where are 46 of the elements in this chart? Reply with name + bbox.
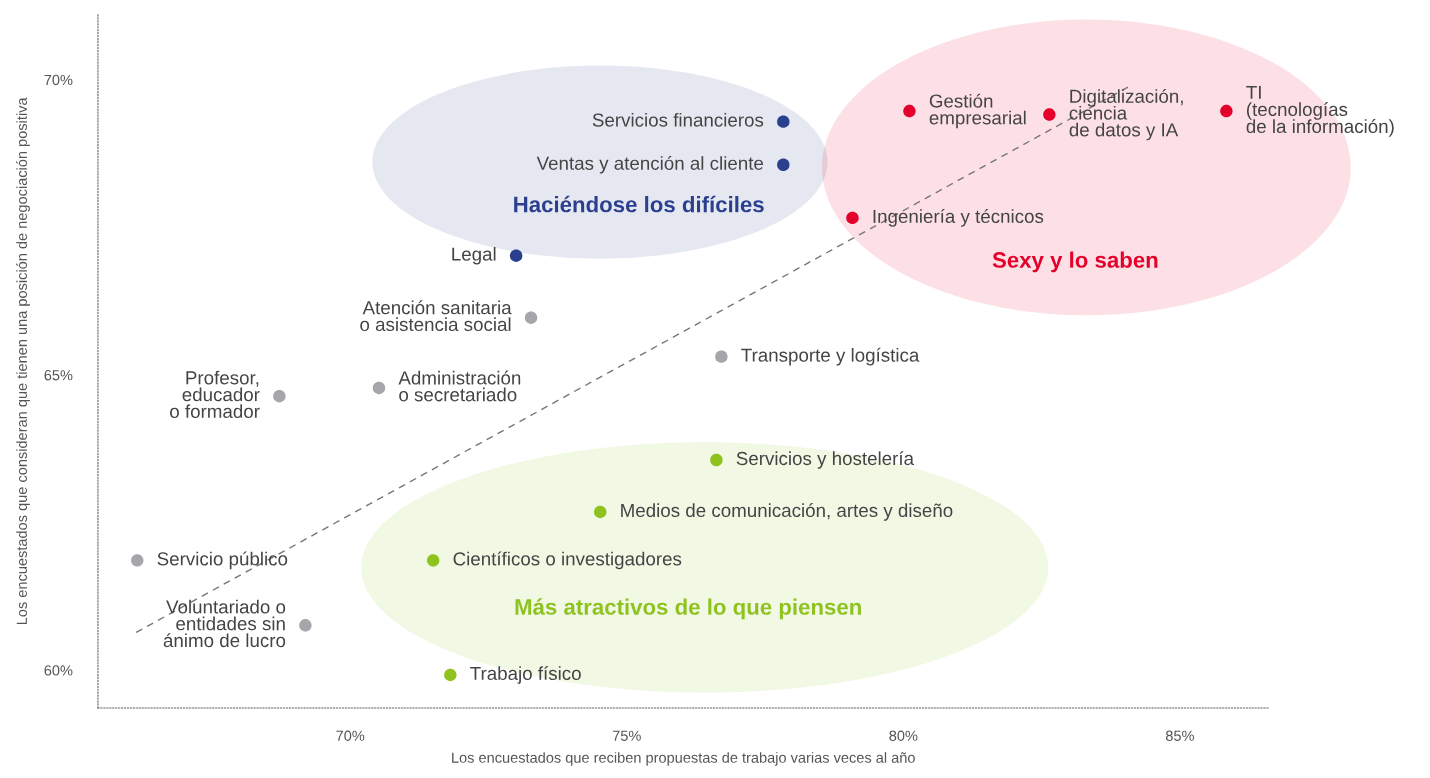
annotation: Servicios financieros <box>592 112 764 127</box>
y-tick-label: 70% <box>44 74 73 86</box>
x-axis-title: Los encuestados que reciben propuestas de trabajo varias veces al año <box>452 752 915 766</box>
point <box>715 350 728 363</box>
annotation: Profesor, educador o formador <box>170 370 260 419</box>
series-label: Haciéndose los difíciles <box>514 195 764 213</box>
x-tick-label: 70% <box>336 730 365 741</box>
point <box>846 211 859 225</box>
annotation: Trabajo físico <box>470 666 581 684</box>
annotation: Servicio público <box>157 551 288 570</box>
annotation: Ingeniería y técnicos <box>873 209 1044 227</box>
point <box>777 115 790 128</box>
annotation: Legal <box>452 246 496 265</box>
point <box>426 554 440 567</box>
point <box>1220 104 1233 118</box>
annotation: Digitalización, ciencia de datos y IA <box>1069 88 1183 141</box>
y-tick-label: 65% <box>44 370 73 381</box>
point <box>299 619 312 632</box>
x-tick-label: 85% <box>1165 730 1194 741</box>
point <box>509 249 523 262</box>
annotation: Medios de comunicación, artes y diseño <box>621 503 953 521</box>
point <box>777 158 790 171</box>
annotation: Ventas y atención al cliente <box>536 155 764 174</box>
y-axis-title: Los encuestados que consideran que tienen una posición de negociación positiva <box>16 97 30 625</box>
annotation: Servicios y hostelería <box>736 451 915 469</box>
point <box>131 554 144 567</box>
annotation: TI (tecnologías de la información) <box>1246 85 1394 137</box>
point <box>594 505 607 519</box>
point <box>524 311 538 324</box>
point <box>444 668 457 682</box>
annotation: Atención sanitaria o asistencia social <box>360 300 512 332</box>
y-tick-label: 60% <box>44 665 73 676</box>
annotation: Transporte y logística <box>741 347 920 366</box>
annotation: Gestión empresarial <box>929 93 1026 129</box>
point <box>273 390 286 403</box>
text: Más atractivos de lo que piensen <box>515 598 861 620</box>
annotation: Administración o secretariado <box>398 370 521 402</box>
annotation: Científicos o investigadores <box>453 551 682 570</box>
point <box>710 453 723 467</box>
point <box>1043 108 1056 121</box>
point <box>372 381 386 395</box>
x-tick-label: 80% <box>889 730 918 741</box>
text: Sexy y lo saben <box>992 251 1158 273</box>
annotation: Voluntariado o entidades sin ánimo de lucro <box>163 599 286 648</box>
x-tick-label: 75% <box>612 730 641 741</box>
point <box>903 104 916 118</box>
